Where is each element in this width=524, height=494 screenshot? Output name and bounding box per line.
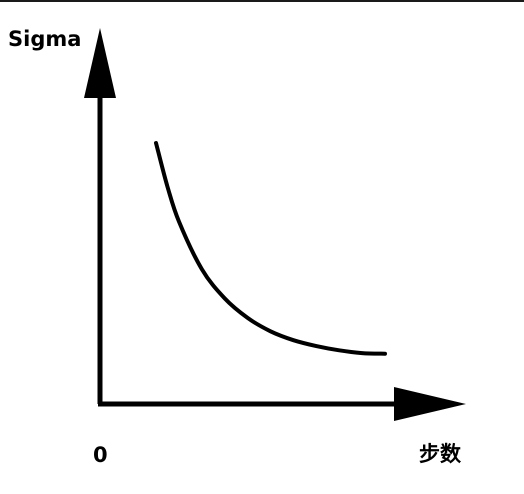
- sigma-curve: [154, 141, 387, 356]
- x-axis-arrowhead: [394, 387, 466, 421]
- y-axis-arrowhead: [84, 28, 116, 98]
- y-axis-label: Sigma: [8, 27, 81, 51]
- top-border-line: [0, 0, 524, 2]
- x-axis-label: 步数: [419, 442, 462, 466]
- origin-label: 0: [93, 443, 108, 467]
